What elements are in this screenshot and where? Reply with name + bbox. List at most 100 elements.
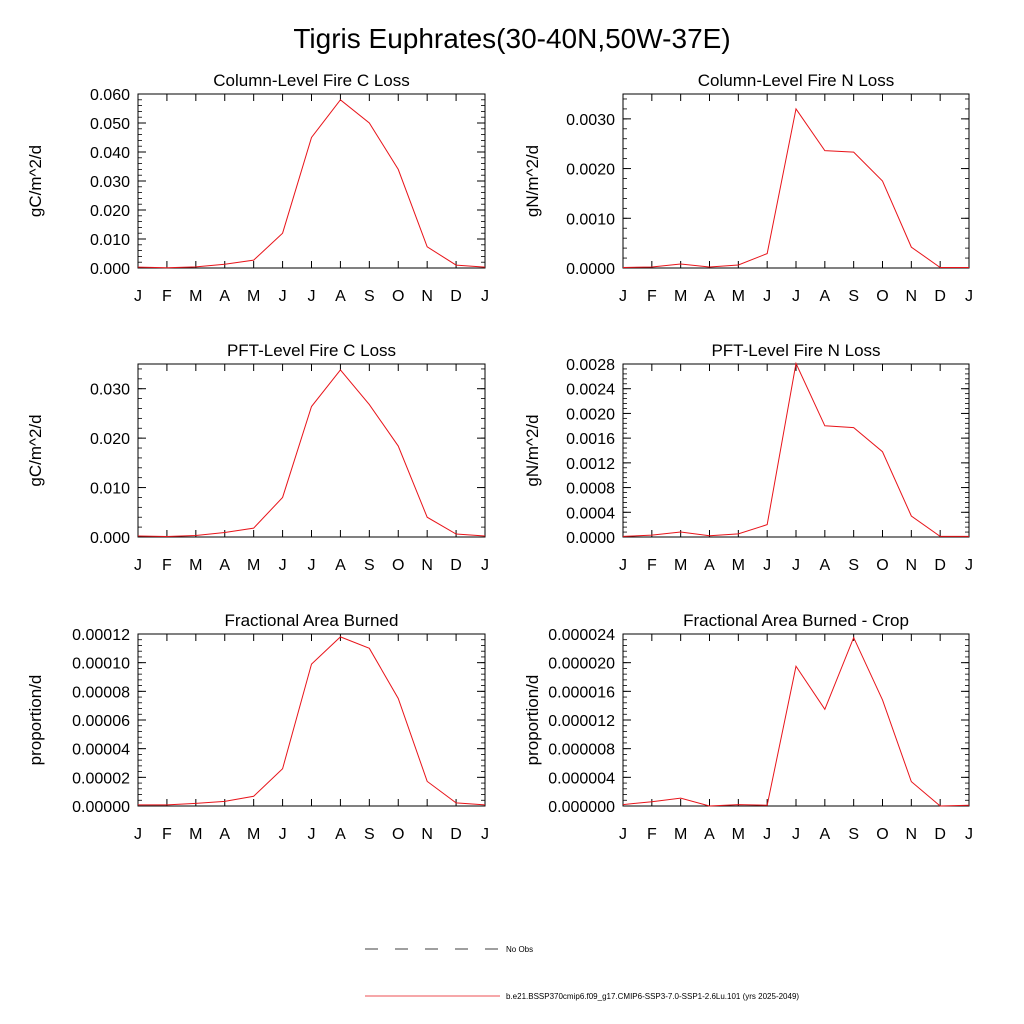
- x-tick-label: A: [335, 557, 346, 574]
- x-tick-label: J: [279, 557, 287, 574]
- x-tick-label: N: [906, 826, 918, 843]
- x-tick-label: F: [647, 826, 657, 843]
- x-tick-label: A: [704, 826, 715, 843]
- x-tick-label: F: [647, 557, 657, 574]
- model-series-line: [622, 361, 969, 537]
- x-tick-label: A: [704, 288, 715, 305]
- x-tick-label: S: [848, 288, 859, 305]
- x-tick-label: A: [335, 288, 346, 305]
- x-tick-label: M: [732, 826, 745, 843]
- x-tick-label: D: [450, 557, 462, 574]
- y-tick-label: 0.000020: [548, 656, 615, 673]
- model-series-line: [622, 636, 970, 807]
- y-tick-label: 0.0000: [566, 261, 615, 278]
- y-tick-label: 0.0016: [566, 431, 615, 448]
- x-tick-label: N: [906, 288, 918, 305]
- x-tick-label: D: [934, 557, 946, 574]
- panel-6: Fractional Area Burned - Crop proportion/…: [523, 611, 973, 843]
- legend-obs-label: No Obs: [506, 945, 533, 954]
- x-tick-label: J: [134, 826, 142, 843]
- y-tick-label: 0.0024: [566, 382, 615, 399]
- plot-frame: [622, 633, 970, 807]
- y-tick-label: 0.000: [90, 530, 130, 547]
- model-series-line: [138, 636, 486, 806]
- x-tick-label: M: [674, 826, 687, 843]
- x-tick-label: A: [704, 557, 715, 574]
- x-tick-label: D: [450, 288, 462, 305]
- y-tick-label: 0.0020: [566, 162, 615, 179]
- x-tick-label: F: [162, 557, 172, 574]
- y-axis-label: proportion/d: [523, 675, 542, 766]
- x-tick-label: M: [732, 288, 745, 305]
- y-tick-label: 0.010: [90, 232, 130, 249]
- x-tick-label: S: [848, 557, 859, 574]
- y-tick-label: 0.010: [90, 481, 130, 498]
- panel-title: Fractional Area Burned - Crop: [683, 611, 909, 630]
- x-tick-label: F: [162, 826, 172, 843]
- y-tick-label: 0.000: [90, 261, 130, 278]
- x-tick-label: J: [763, 826, 771, 843]
- panel-title: PFT-Level Fire N Loss: [711, 341, 880, 360]
- y-tick-label: 0.030: [90, 174, 130, 191]
- x-tick-label: M: [732, 557, 745, 574]
- x-tick-label: J: [965, 288, 973, 305]
- y-tick-label: 0.0000: [566, 530, 615, 547]
- panel-title: Column-Level Fire N Loss: [698, 71, 895, 90]
- y-tick-label: 0.00008: [72, 684, 130, 701]
- x-tick-label: O: [876, 826, 888, 843]
- x-tick-label: A: [819, 826, 830, 843]
- y-axis-label: gC/m^2/d: [26, 145, 45, 217]
- y-tick-label: 0.030: [90, 382, 130, 399]
- y-tick-label: 0.020: [90, 431, 130, 448]
- x-tick-label: O: [392, 557, 404, 574]
- x-tick-label: J: [763, 557, 771, 574]
- x-tick-label: M: [247, 557, 260, 574]
- y-tick-label: 0.000004: [548, 770, 615, 787]
- y-tick-label: 0.000024: [548, 627, 615, 644]
- plot-frame: [622, 363, 970, 538]
- panel-title: PFT-Level Fire C Loss: [227, 341, 396, 360]
- panel-title: Column-Level Fire C Loss: [213, 71, 410, 90]
- x-tick-label: J: [279, 826, 287, 843]
- y-tick-label: 0.00000: [72, 799, 130, 816]
- panel-title: Fractional Area Burned: [225, 611, 399, 630]
- x-tick-label: A: [219, 557, 230, 574]
- x-tick-label: J: [134, 557, 142, 574]
- model-series-line: [137, 99, 486, 269]
- x-tick-label: S: [364, 557, 375, 574]
- model-series-line: [137, 369, 486, 538]
- x-tick-label: N: [421, 557, 433, 574]
- legend-model-label: b.e21.BSSP370cmip6.f09_g17.CMIP6-SSP3-7.…: [506, 992, 799, 1001]
- x-tick-label: J: [308, 288, 316, 305]
- x-tick-label: J: [619, 826, 627, 843]
- x-tick-label: M: [674, 557, 687, 574]
- x-tick-label: J: [481, 288, 489, 305]
- x-tick-label: J: [619, 288, 627, 305]
- x-tick-label: O: [392, 826, 404, 843]
- x-tick-label: M: [247, 826, 260, 843]
- x-tick-label: A: [819, 557, 830, 574]
- x-tick-label: J: [965, 557, 973, 574]
- x-tick-label: N: [421, 826, 433, 843]
- x-tick-label: M: [247, 288, 260, 305]
- x-tick-label: A: [819, 288, 830, 305]
- plot-frame: [137, 633, 486, 807]
- y-tick-label: 0.0028: [566, 357, 615, 374]
- x-tick-label: J: [792, 288, 800, 305]
- y-axis-label: proportion/d: [26, 675, 45, 766]
- y-tick-label: 0.0008: [566, 481, 615, 498]
- x-tick-label: D: [450, 826, 462, 843]
- x-tick-label: F: [162, 288, 172, 305]
- y-tick-label: 0.000012: [548, 713, 615, 730]
- x-tick-label: J: [792, 826, 800, 843]
- x-tick-label: A: [219, 288, 230, 305]
- x-tick-label: J: [965, 826, 973, 843]
- x-tick-label: F: [647, 288, 657, 305]
- x-tick-label: J: [134, 288, 142, 305]
